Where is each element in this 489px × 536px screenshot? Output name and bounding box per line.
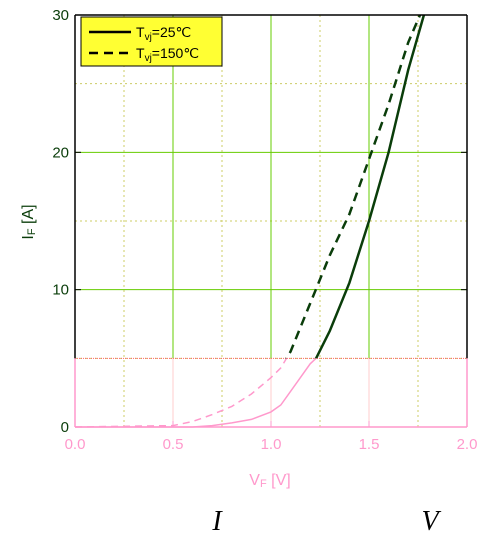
y-tick-label: 30: [52, 7, 69, 24]
series-line-1-lower: [75, 358, 288, 428]
y-axis-title: IF [A]: [20, 204, 38, 239]
caption-left-letter: I: [211, 506, 223, 536]
x-tick-label: 1.0: [261, 436, 282, 453]
x-axis-title: VF [V]: [249, 472, 290, 490]
x-tick-label: 0.5: [163, 436, 184, 453]
grid: [75, 15, 467, 427]
y-tick-label: 10: [52, 282, 69, 299]
x-tick-label: 0.0: [65, 436, 86, 453]
y-tick-label: 20: [52, 144, 69, 161]
caption-right-letter: V: [421, 506, 441, 536]
legend-box: [80, 16, 223, 67]
series-line-0-upper: [314, 15, 426, 359]
legend: Tvj=25℃ Tvj=150℃: [80, 16, 223, 67]
x-tick-label: 1.5: [359, 436, 380, 453]
series-line-0-lower: [75, 358, 317, 428]
x-tick-label: 2.0: [457, 436, 478, 453]
axis: 0 10 20 30 0.0 0.5 1.0 1.5 2.0: [52, 7, 477, 453]
y-tick-label: 0: [61, 419, 69, 436]
series-layer: [75, 15, 426, 428]
legend-label-150: Tvj=150℃: [136, 45, 199, 64]
legend-label-25: Tvj=25℃: [136, 24, 191, 43]
